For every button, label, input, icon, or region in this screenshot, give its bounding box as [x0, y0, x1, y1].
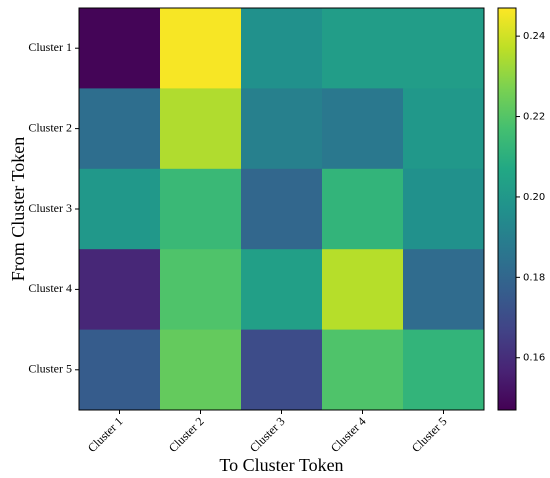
heatmap-cell-r2-c3 [241, 88, 323, 170]
x-tick-label-5: Cluster 5 [409, 414, 450, 455]
heatmap-cell-r4-c2 [160, 249, 242, 331]
colorbar-tick-label-1: 0.16 [523, 353, 545, 364]
colorbar-ticks: 0.16 0.18 0.20 0.22 0.24 [516, 31, 545, 364]
colorbar [497, 7, 517, 411]
y-tick-label-3: Cluster 3 [28, 201, 72, 215]
y-axis-label: From Cluster Token [8, 137, 28, 281]
y-tick-label-1: Cluster 1 [28, 40, 72, 54]
heatmap-cell-r3-c2 [160, 168, 242, 250]
heatmap-cell-r1-c5 [403, 8, 485, 89]
heatmap-cell-r4-c1 [79, 249, 161, 331]
x-tick-label-1: Cluster 1 [85, 414, 126, 455]
heatmap-cell-r5-c2 [160, 329, 242, 411]
heatmap-cell-r2-c2 [160, 88, 242, 170]
heatmap-cell-r4-c5 [403, 249, 485, 331]
heatmap-cell-r1-c1 [79, 8, 161, 89]
heatmap-cell-r1-c4 [322, 8, 404, 89]
heatmap-cell-r5-c4 [322, 329, 404, 411]
heatmap-cells [79, 8, 485, 411]
heatmap-cell-r5-c1 [79, 329, 161, 411]
y-axis-ticks: Cluster 1 Cluster 2 Cluster 3 Cluster 4 Clus… [28, 40, 79, 376]
colorbar-tick-label-5: 0.24 [523, 31, 545, 42]
heatmap-cell-r2-c5 [403, 88, 485, 170]
colorbar-tick-label-3: 0.20 [523, 192, 545, 203]
x-tick-label-4: Cluster 4 [328, 414, 369, 455]
heatmap-cell-r5-c3 [241, 329, 323, 411]
heatmap-cell-r1-c2 [160, 8, 242, 89]
colorbar-tick-label-2: 0.18 [523, 272, 545, 283]
heatmap-cell-r4-c4 [322, 249, 404, 331]
x-axis-ticks: Cluster 1 Cluster 2 Cluster 3 Cluster 4 Clus… [85, 410, 450, 455]
heatmap-cell-r5-c5 [403, 329, 485, 411]
y-tick-label-5: Cluster 5 [28, 362, 72, 376]
x-axis-label: To Cluster Token [219, 455, 343, 475]
heatmap-cell-r4-c3 [241, 249, 323, 331]
x-tick-label-3: Cluster 3 [247, 414, 288, 455]
heatmap-cell-r1-c3 [241, 8, 323, 89]
colorbar-tick-label-4: 0.22 [523, 112, 545, 123]
heatmap-cell-r2-c1 [79, 88, 161, 170]
heatmap-cell-r3-c4 [322, 168, 404, 250]
heatmap-cell-r3-c3 [241, 168, 323, 250]
heatmap-cell-r3-c1 [79, 168, 161, 250]
y-tick-label-2: Cluster 2 [28, 120, 72, 134]
heatmap-cell-r3-c5 [403, 168, 485, 250]
y-tick-label-4: Cluster 4 [28, 281, 72, 295]
x-tick-label-2: Cluster 2 [166, 414, 207, 455]
heatmap-cell-r2-c4 [322, 88, 404, 170]
